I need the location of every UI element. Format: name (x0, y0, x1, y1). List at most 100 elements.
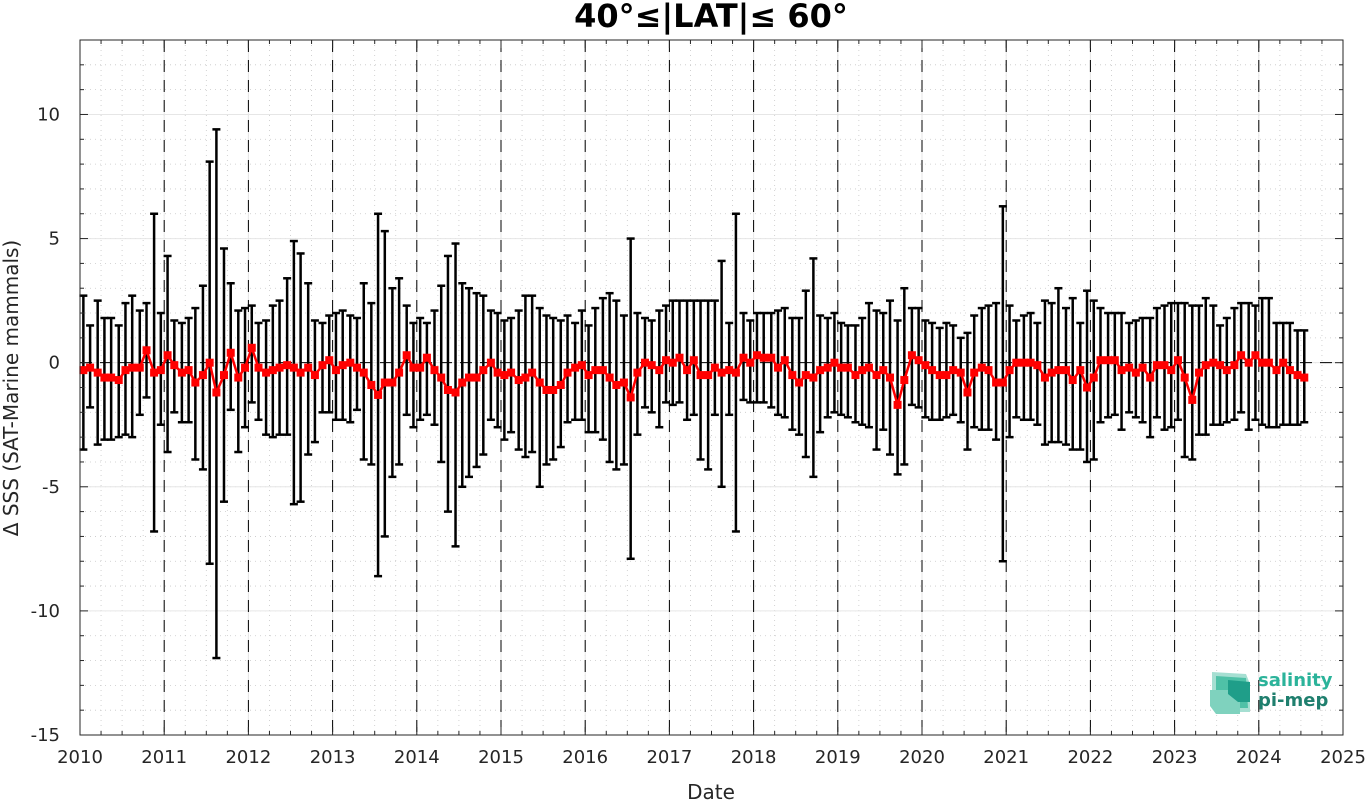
data-point-marker (717, 368, 726, 377)
data-point-marker (310, 371, 319, 380)
data-point-marker (837, 363, 846, 372)
data-point-marker (86, 363, 95, 372)
data-point-marker (1096, 356, 1105, 365)
y-tick-label: 0 (49, 353, 60, 374)
x-tick-label: 2023 (1152, 747, 1198, 768)
data-point-marker (275, 363, 284, 372)
data-point-marker (619, 378, 628, 387)
data-point-marker (1251, 351, 1260, 360)
data-point-marker (921, 361, 930, 370)
data-point-marker (1054, 366, 1063, 375)
data-point-marker (704, 371, 713, 380)
data-point-marker (353, 363, 362, 372)
data-point-marker (788, 371, 797, 380)
data-point-marker (914, 356, 923, 365)
data-point-marker (1026, 358, 1035, 367)
data-point-marker (1012, 358, 1021, 367)
data-point-marker (759, 353, 768, 362)
data-point-marker (1216, 361, 1225, 370)
data-point-marker (1272, 366, 1281, 375)
data-point-marker (1209, 358, 1218, 367)
data-point-marker (163, 351, 172, 360)
x-tick-label: 2016 (562, 747, 608, 768)
data-point-marker (402, 351, 411, 360)
data-point-marker (907, 351, 916, 360)
data-point-marker (135, 363, 144, 372)
data-point-marker (1173, 356, 1182, 365)
data-point-marker (1089, 373, 1098, 382)
data-point-marker (767, 353, 776, 362)
x-tick-label: 2011 (141, 747, 187, 768)
data-point-marker (1300, 373, 1309, 382)
data-point-marker (633, 368, 642, 377)
data-point-marker (598, 366, 607, 375)
data-point-marker (864, 363, 873, 372)
data-point-marker (1180, 373, 1189, 382)
x-tick-label: 2024 (1236, 747, 1282, 768)
data-point-marker (872, 371, 881, 380)
data-point-marker (170, 361, 179, 370)
data-point-marker (486, 358, 495, 367)
data-point-marker (304, 363, 313, 372)
data-point-marker (809, 373, 818, 382)
data-point-marker (900, 376, 909, 385)
data-point-marker (268, 366, 277, 375)
data-point-marker (977, 363, 986, 372)
data-point-marker (949, 366, 958, 375)
data-point-marker (935, 371, 944, 380)
wave-logo-icon (1210, 672, 1250, 714)
data-point-marker (655, 366, 664, 375)
data-point-marker (1237, 351, 1246, 360)
data-point-marker (1230, 361, 1239, 370)
data-point-marker (493, 368, 502, 377)
y-tick-label: -10 (31, 601, 60, 622)
data-point-marker (479, 366, 488, 375)
data-point-marker (1279, 358, 1288, 367)
error-bars (79, 128, 1309, 660)
y-tick-label: -5 (42, 477, 60, 498)
data-point-marker (177, 368, 186, 377)
data-point-marker (443, 385, 452, 394)
data-point-marker (584, 371, 593, 380)
data-point-marker (374, 390, 383, 399)
data-point-marker (1005, 366, 1014, 375)
data-point-marker (549, 385, 558, 394)
data-point-marker (640, 358, 649, 367)
x-tick-labels: 2010 2011 2012 2013 2014 2015 2016 2017 2018 2019… (57, 747, 1366, 768)
data-point-marker (1285, 366, 1294, 375)
data-point-marker (612, 381, 621, 390)
data-point-marker (942, 371, 951, 380)
x-tick-label: 2015 (478, 747, 524, 768)
data-point-marker (1125, 363, 1134, 372)
data-point-marker (662, 356, 671, 365)
data-point-marker (963, 388, 972, 397)
data-point-marker (212, 388, 221, 397)
data-point-marker (605, 373, 614, 382)
data-point-marker (1293, 371, 1302, 380)
data-point-marker (191, 378, 200, 387)
data-point-marker (984, 366, 993, 375)
data-point-marker (346, 358, 355, 367)
data-point-marker (563, 368, 572, 377)
data-point-marker (262, 368, 271, 377)
data-point-marker (1076, 366, 1085, 375)
data-point-marker (1264, 358, 1273, 367)
year-dividers (163, 40, 1260, 735)
data-point-marker (409, 363, 418, 372)
data-point-marker (830, 358, 839, 367)
data-point-marker (591, 366, 600, 375)
data-point-marker (1160, 361, 1169, 370)
data-point-marker (731, 368, 740, 377)
data-point-marker (1138, 363, 1147, 372)
data-point-marker (893, 400, 902, 409)
data-point-marker (725, 366, 734, 375)
x-axis-label: Date (687, 780, 735, 801)
data-point-marker (283, 361, 292, 370)
data-point-marker (142, 346, 151, 355)
data-point-marker (752, 351, 761, 360)
data-point-marker (626, 393, 635, 402)
data-point-marker (1110, 356, 1119, 365)
data-point-marker (121, 366, 130, 375)
data-point-marker (577, 361, 586, 370)
